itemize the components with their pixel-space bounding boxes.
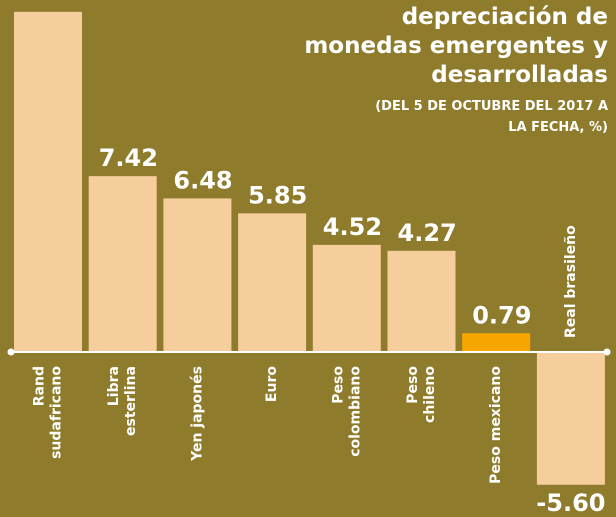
chart-subtitle: LA FECHA, %) <box>508 120 608 135</box>
chart-title: desarrolladas <box>431 62 608 88</box>
x-tick-label: Real brasileño <box>563 225 579 338</box>
bar <box>88 176 157 353</box>
chart-title: monedas emergentes y <box>304 33 608 59</box>
x-tick-label: chileno <box>422 366 438 423</box>
x-tick-label: Libra <box>106 366 122 406</box>
value-label: 0.79 <box>472 301 531 329</box>
bar <box>238 213 307 353</box>
value-label: 7.42 <box>99 144 158 172</box>
axis-end <box>7 348 15 356</box>
value-label: 5.85 <box>248 181 307 209</box>
bar <box>462 333 531 353</box>
value-label: 4.52 <box>323 213 382 241</box>
bar <box>14 11 82 353</box>
x-tick-label: sudafricano <box>49 366 65 459</box>
x-tick-label: esterlina <box>123 366 139 436</box>
x-tick-label: Peso <box>405 366 421 404</box>
bar <box>312 244 381 353</box>
value-label: 6.48 <box>173 166 232 194</box>
bar <box>163 198 232 353</box>
value-label: 4.27 <box>398 219 457 247</box>
value-label: -5.60 <box>536 489 605 517</box>
x-tick-label: Peso mexicano <box>488 366 504 484</box>
x-tick-label: colombiano <box>347 366 363 457</box>
x-tick-label: Peso <box>330 366 346 404</box>
chart-title: depreciación de <box>402 4 608 30</box>
bar <box>387 250 456 353</box>
x-tick-label: Euro <box>264 366 280 402</box>
bar <box>536 352 605 485</box>
axis-end <box>603 348 611 356</box>
chart-subtitle: (DEL 5 DE OCTUBRE DEL 2017 A <box>375 99 608 114</box>
x-tick-label: Yen japonés <box>189 366 205 462</box>
x-tick-label: Rand <box>32 366 48 406</box>
